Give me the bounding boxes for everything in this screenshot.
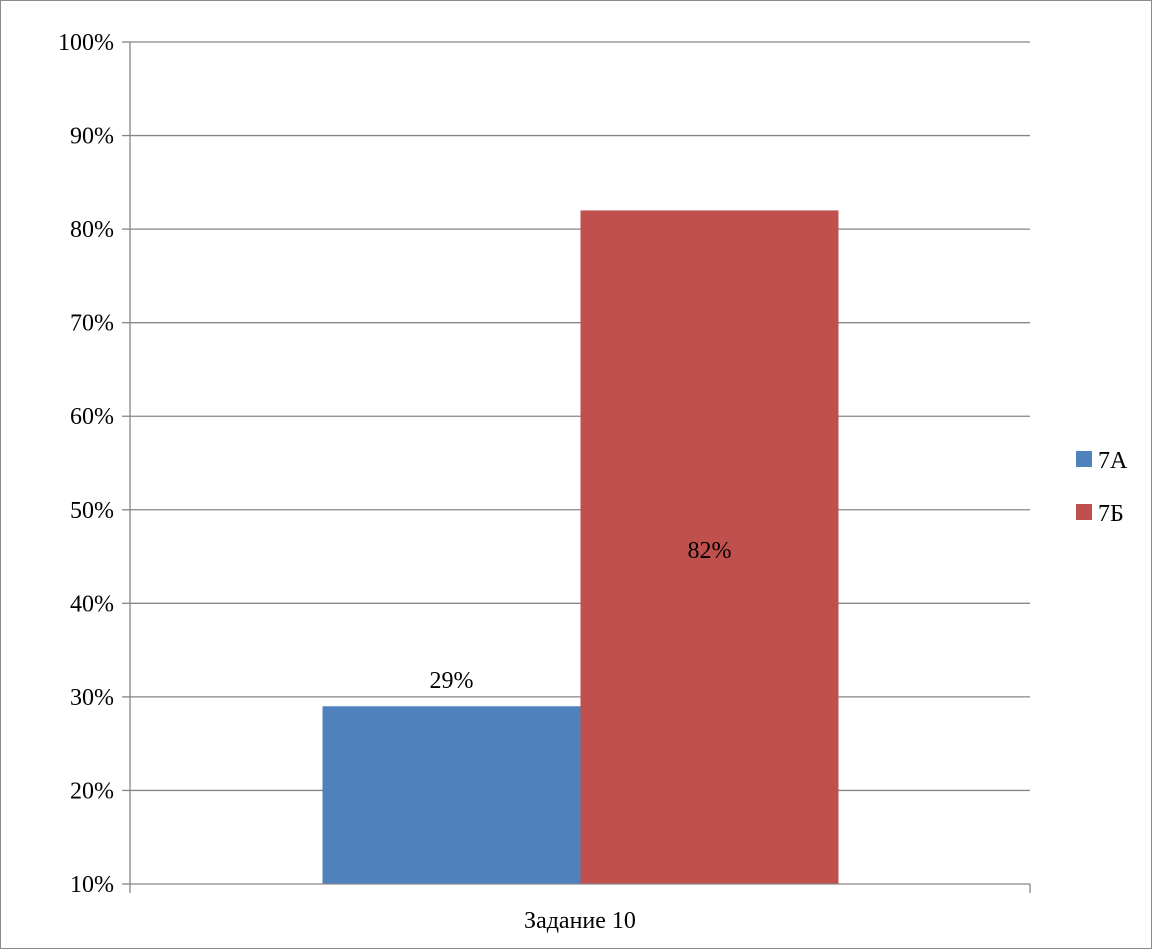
legend: 7А 7Б bbox=[1076, 448, 1128, 527]
legend-swatch-7Б bbox=[1076, 504, 1092, 520]
y-tick-label: 40% bbox=[70, 591, 114, 617]
y-tick-label: 80% bbox=[70, 217, 114, 243]
axes bbox=[122, 41, 1031, 893]
y-tick-label: 100% bbox=[58, 30, 114, 56]
x-axis-category-labels: Задание 10 bbox=[524, 908, 636, 934]
data-label-7А: 29% bbox=[430, 668, 474, 694]
bar-7А-Задание 10 bbox=[322, 706, 581, 884]
bars bbox=[322, 210, 839, 884]
legend-label-7Б: 7Б bbox=[1098, 501, 1124, 527]
y-tick-label: 10% bbox=[70, 872, 114, 898]
y-tick-label: 50% bbox=[70, 498, 114, 524]
y-tick-label: 60% bbox=[70, 404, 114, 430]
y-axis-tick-labels: 10% 20% 30% 40% 50% 60% 70% 80% 90% 100% bbox=[58, 30, 114, 898]
gridlines bbox=[130, 41, 1030, 792]
y-tick-label: 70% bbox=[70, 311, 114, 337]
data-labels: 29% 82% bbox=[430, 538, 732, 694]
y-tick-label: 30% bbox=[70, 685, 114, 711]
y-tick-label: 90% bbox=[70, 124, 114, 150]
y-tick-label: 20% bbox=[70, 778, 114, 804]
x-category-label: Задание 10 bbox=[524, 908, 636, 934]
bar-7Б-Задание 10 bbox=[580, 210, 839, 884]
legend-swatch-7А bbox=[1076, 451, 1092, 467]
legend-label-7А: 7А bbox=[1098, 448, 1128, 474]
data-label-7Б: 82% bbox=[688, 538, 732, 564]
